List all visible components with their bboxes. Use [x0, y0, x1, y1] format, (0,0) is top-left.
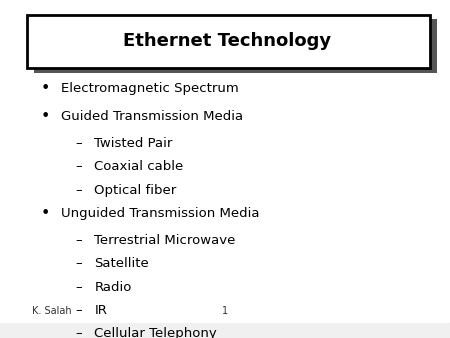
Text: 1: 1: [222, 306, 228, 316]
Text: –: –: [76, 304, 82, 317]
Text: –: –: [76, 184, 82, 196]
Text: –: –: [76, 281, 82, 294]
FancyBboxPatch shape: [27, 15, 430, 68]
Text: IR: IR: [94, 304, 108, 317]
Text: •: •: [40, 206, 50, 221]
Text: Satellite: Satellite: [94, 258, 149, 270]
FancyBboxPatch shape: [34, 19, 436, 73]
Text: Twisted Pair: Twisted Pair: [94, 137, 173, 150]
Text: Optical fiber: Optical fiber: [94, 184, 177, 196]
Text: Terrestrial Microwave: Terrestrial Microwave: [94, 234, 236, 247]
Text: –: –: [76, 137, 82, 150]
Text: –: –: [76, 258, 82, 270]
Text: Ethernet Technology: Ethernet Technology: [123, 32, 331, 50]
Text: –: –: [76, 327, 82, 338]
Text: K. Salah: K. Salah: [32, 306, 71, 316]
Text: Cellular Telephony: Cellular Telephony: [94, 327, 217, 338]
Text: •: •: [40, 81, 50, 96]
Text: –: –: [76, 234, 82, 247]
Text: Unguided Transmission Media: Unguided Transmission Media: [61, 207, 259, 220]
Text: –: –: [76, 160, 82, 173]
Text: Guided Transmission Media: Guided Transmission Media: [61, 110, 243, 123]
Text: •: •: [40, 108, 50, 124]
Text: Coaxial cable: Coaxial cable: [94, 160, 184, 173]
Text: Radio: Radio: [94, 281, 132, 294]
Text: Electromagnetic Spectrum: Electromagnetic Spectrum: [61, 82, 238, 95]
FancyBboxPatch shape: [0, 0, 450, 326]
